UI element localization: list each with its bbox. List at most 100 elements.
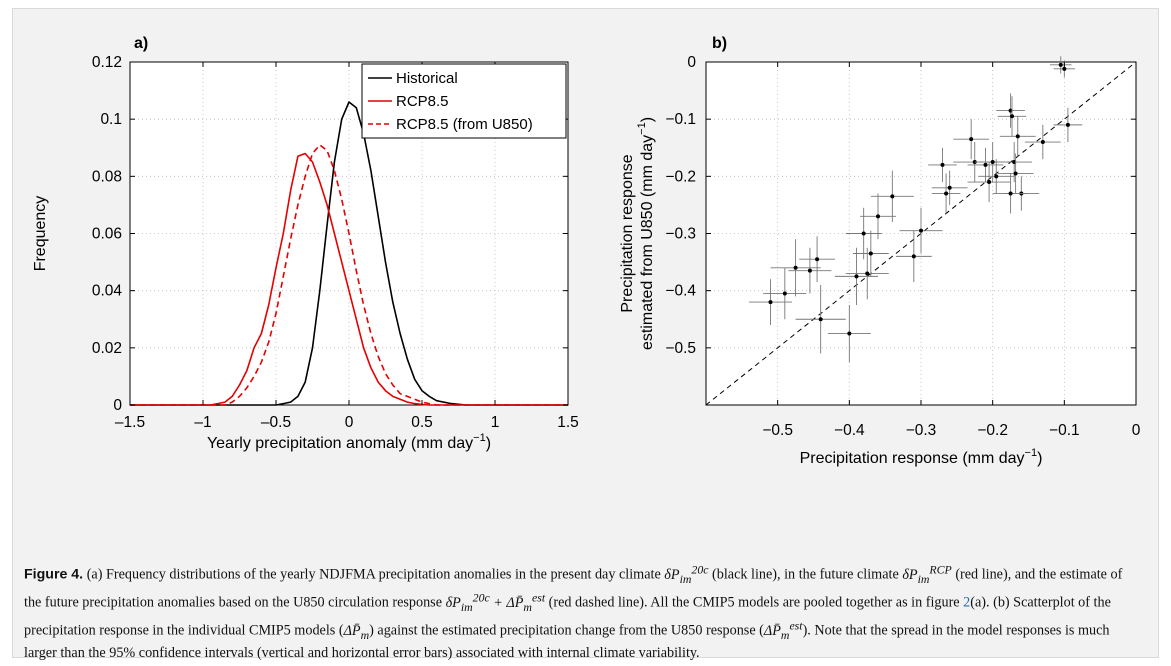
symbol-sup: est	[789, 618, 803, 633]
symbol-base: ΔP̄	[343, 622, 361, 639]
panel-a-label: a)	[134, 35, 148, 52]
symbol-sub2: m	[523, 599, 532, 614]
model-point	[1024, 124, 1061, 160]
model-point	[928, 147, 957, 183]
x-tick-label: −0.2	[977, 422, 1008, 439]
x-tick-label: 1.5	[557, 414, 579, 431]
model-point	[953, 119, 990, 160]
caption-part1: (a) Frequency distributions of the yearl…	[83, 566, 665, 583]
x-tick-label: –1	[194, 414, 211, 431]
panel-a-y-axis-label: Frequency	[32, 196, 49, 272]
y-tick-label: 0	[687, 54, 696, 71]
data-point	[768, 300, 773, 305]
data-point	[1062, 66, 1067, 71]
y-tick-label: −0.1	[665, 111, 696, 128]
panel-a-x-axis-label: Yearly precipitation anomaly (mm day−1)	[207, 432, 491, 452]
panel-a-ticks: –1.5 –1 –0.5 0 0.5 1 1.5 0 0.02 0.04 0.06 0.08 0.1 0.…	[92, 54, 579, 431]
symbol-base: δP	[445, 594, 461, 611]
model-point	[770, 239, 821, 297]
data-point	[919, 228, 923, 233]
x-tick-label: −0.4	[834, 422, 865, 439]
data-point	[890, 194, 895, 199]
symbol-sup: RCP	[929, 562, 952, 576]
x-tick-label: −0.1	[1049, 422, 1080, 439]
y-tick-label: −0.3	[665, 226, 696, 243]
legend-box	[361, 63, 567, 139]
model-point	[788, 247, 832, 294]
caption-part6: ) against the estimated precipitation ch…	[369, 622, 764, 639]
model-point	[967, 162, 1011, 203]
data-point	[1040, 140, 1045, 145]
model-point	[845, 247, 889, 300]
panel-b-x-axis-label-tail: )	[1037, 450, 1042, 467]
x-tick-label: –0.5	[261, 414, 291, 431]
model-point	[931, 170, 968, 205]
model-point	[799, 236, 835, 283]
figure-2-link[interactable]: 2	[963, 594, 971, 611]
symbol-sub: im	[460, 599, 473, 614]
model-point	[931, 173, 961, 214]
caption-part3: (red line), and the estimate of the futu…	[24, 566, 1123, 611]
data-point	[944, 191, 949, 196]
data-point	[911, 254, 916, 259]
y-tick-label: 0.1	[100, 111, 122, 128]
x-tick-label: –1.5	[115, 414, 145, 431]
panel-a-x-axis-label-tail: )	[486, 435, 491, 452]
model-point	[827, 304, 871, 363]
symbol-sup2: est	[531, 590, 546, 605]
model-point	[978, 159, 1015, 194]
panel-b-y-axis-label-tail: )	[639, 117, 656, 122]
model-point	[899, 207, 943, 254]
model-point	[763, 267, 807, 320]
y-tick-label: 0.02	[92, 340, 122, 357]
symbol-sub: m	[360, 627, 370, 642]
data-point	[854, 274, 859, 279]
panel-a: –1.5 –1 –0.5 0 0.5 1 1.5 0 0.02 0.04 0.06 0.08 0.1 0.…	[32, 35, 579, 452]
legend-label-rcp85: RCP8.5	[396, 93, 449, 110]
symbol-plus: + ΔP̄	[489, 594, 524, 611]
data-point	[815, 257, 820, 262]
y-tick-label: 0.04	[92, 283, 123, 300]
data-point	[990, 160, 995, 165]
data-point	[947, 185, 952, 190]
panel-b-x-axis-label-main: Precipitation response (mm day	[800, 450, 1025, 467]
series-line-rcp85-u850	[130, 144, 568, 406]
x-tick-label: 1	[491, 414, 500, 431]
symbol-base: δP	[664, 566, 680, 583]
x-tick-label: −0.3	[906, 422, 937, 439]
data-point	[994, 174, 999, 179]
x-tick-label: 0	[1132, 422, 1141, 439]
panel-b-points	[749, 56, 1083, 363]
caption-symbol-rcp: δPimRCP	[902, 562, 951, 586]
symbol-base: ΔP̄	[763, 622, 781, 639]
model-point	[895, 230, 932, 283]
x-tick-label: 0	[345, 414, 354, 431]
y-tick-label: −0.2	[665, 168, 696, 185]
data-point	[1013, 171, 1018, 176]
symbol-base: δP	[902, 566, 918, 583]
data-point	[782, 291, 787, 296]
y-tick-label: 0.06	[92, 226, 122, 243]
symbol-sup: 20c	[472, 590, 490, 605]
model-point	[870, 170, 914, 223]
model-point	[1053, 107, 1083, 143]
model-point	[997, 153, 1034, 194]
legend-label-historical: Historical	[396, 70, 458, 87]
data-point	[969, 137, 974, 142]
caption-part2: (black line), in the future climate	[708, 566, 903, 583]
data-point	[876, 214, 880, 219]
panel-a-x-axis-label-main: Yearly precipitation anomaly (mm day	[207, 435, 473, 452]
data-point	[1015, 134, 1020, 139]
model-point	[999, 116, 1036, 157]
caption-symbol-estimate: δPim20c + ΔP̄mest	[445, 590, 546, 614]
panel-b-x-axis-label-sup: −1	[1025, 447, 1038, 459]
model-point	[992, 173, 1029, 214]
panel-a-grid	[130, 62, 568, 405]
figure-canvas: –1.5 –1 –0.5 0 0.5 1 1.5 0 0.02 0.04 0.06 0.08 0.1 0.…	[32, 35, 1141, 467]
series-line-rcp85	[130, 152, 568, 406]
data-point	[1058, 62, 1063, 67]
model-point	[860, 193, 896, 240]
panel-b-y-axis-label-line2: estimated from U850 (mm day−1)	[636, 117, 656, 350]
model-point	[795, 284, 846, 354]
data-point	[865, 271, 870, 276]
